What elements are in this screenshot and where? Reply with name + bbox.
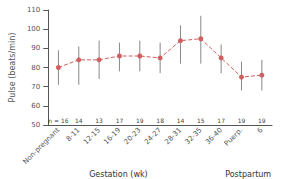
svg-text:6: 6 [256, 126, 265, 135]
svg-text:90: 90 [31, 44, 40, 52]
svg-text:24-27: 24-27 [143, 126, 163, 146]
svg-text:50: 50 [31, 121, 40, 129]
svg-text:110: 110 [27, 6, 40, 14]
svg-text:70: 70 [31, 83, 40, 91]
svg-text:36-40: 36-40 [204, 126, 224, 146]
svg-text:19: 19 [258, 117, 266, 124]
svg-text:19: 19 [136, 117, 144, 124]
svg-text:14: 14 [75, 117, 83, 124]
svg-text:17: 17 [116, 117, 124, 124]
svg-text:14: 14 [177, 117, 185, 124]
svg-text:80: 80 [31, 64, 40, 72]
svg-text:19: 19 [238, 117, 246, 124]
svg-text:28-31: 28-31 [163, 126, 183, 146]
svg-text:100: 100 [27, 25, 40, 33]
svg-text:60: 60 [31, 102, 40, 110]
svg-text:Postpartum: Postpartum [225, 170, 271, 179]
svg-text:32-35: 32-35 [184, 126, 204, 146]
svg-text:Non-pregnant: Non-pregnant [22, 126, 62, 166]
svg-text:20-23: 20-23 [123, 126, 143, 146]
svg-text:8-11: 8-11 [65, 126, 82, 143]
svg-text:17: 17 [217, 117, 225, 124]
svg-text:Gestation (wk): Gestation (wk) [89, 170, 148, 179]
svg-text:Pulse (beats/min): Pulse (beats/min) [8, 33, 17, 103]
svg-text:16-19: 16-19 [102, 126, 122, 146]
svg-text:15: 15 [197, 117, 205, 124]
svg-text:Puerp.: Puerp. [223, 126, 244, 147]
svg-text:12-15: 12-15 [82, 126, 102, 146]
svg-text:n = 16: n = 16 [48, 117, 68, 124]
svg-text:13: 13 [95, 117, 103, 124]
svg-text:18: 18 [156, 117, 164, 124]
